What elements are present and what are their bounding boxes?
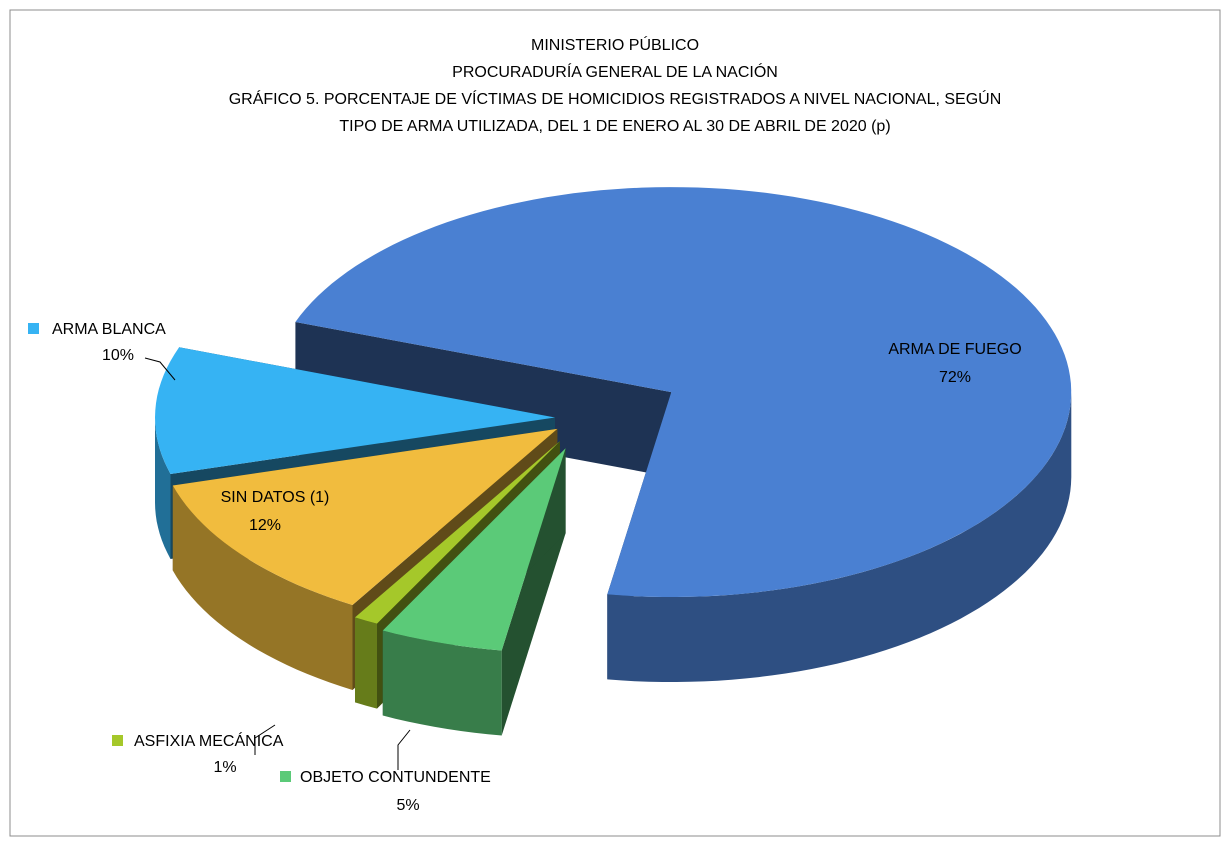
leader-line [254,724,276,755]
slice-label: SIN DATOS (1) [221,489,330,506]
leader-line [144,357,176,381]
value-label: 72% [939,369,971,386]
chart-title: TIPO DE ARMA UTILIZADA, DEL 1 DE ENERO A… [339,118,890,135]
slice-label: ASFIXIA MECÁNICA [134,731,284,750]
slice-label: ARMA DE FUEGO [888,341,1021,358]
value-label: 12% [249,517,281,534]
slice [155,347,555,474]
slice-side [172,485,353,690]
legend-swatch [280,771,291,782]
slice-side [607,392,1072,682]
leader-line [397,729,411,770]
value-label: 1% [213,759,236,776]
value-label: 10% [102,347,134,364]
value-label: 5% [396,797,419,814]
chart-title: MINISTERIO PÚBLICO [531,35,699,54]
slice [172,428,558,605]
slice [295,187,1072,597]
slice [382,448,566,651]
slice-side [155,417,171,559]
slice-side [295,322,672,478]
chart-title: PROCURADURÍA GENERAL DE LA NACIÓN [452,62,778,81]
legend-swatch [28,323,39,334]
legend-swatch [112,735,123,746]
slice-side [382,630,502,736]
slice-label: ARMA BLANCA [52,321,166,338]
slice [355,441,560,624]
chart-title: GRÁFICO 5. PORCENTAJE DE VÍCTIMAS DE HOM… [229,89,1002,108]
slice-label: OBJETO CONTUNDENTE [300,769,491,786]
slice-side [355,617,377,709]
